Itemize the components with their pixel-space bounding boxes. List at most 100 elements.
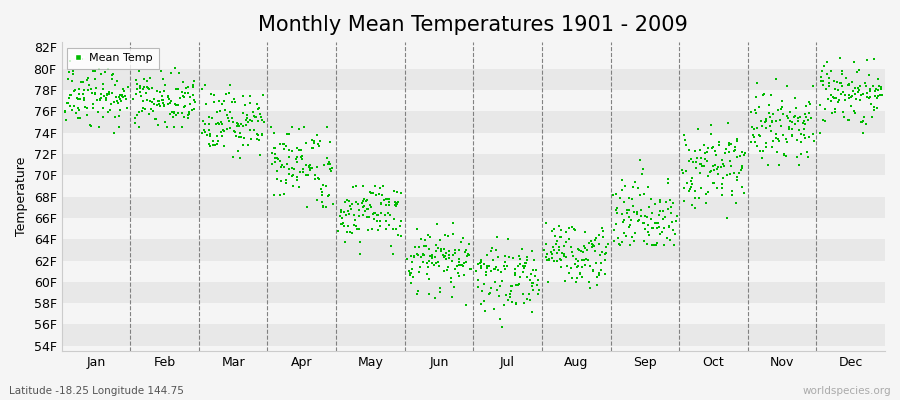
Point [279,143,293,150]
Point [573,271,588,277]
Point [822,83,836,89]
Point [842,117,856,123]
Point [292,169,307,175]
Point [432,288,446,295]
Point [346,222,361,229]
Point [552,244,566,250]
Point [525,248,539,254]
Point [512,256,526,262]
Point [274,178,288,184]
Point [762,102,777,108]
Point [579,256,593,262]
Point [554,257,569,264]
Point [106,99,121,105]
Point [862,95,877,101]
Point [319,182,333,189]
Point [471,284,485,290]
Point [815,68,830,74]
Point [265,161,279,167]
Point [77,97,92,104]
Point [222,82,237,88]
Point [592,252,607,258]
Point [859,121,873,127]
Point [442,248,456,254]
Point [723,142,737,148]
Point [653,207,668,214]
Point [564,248,579,255]
Point [240,119,255,125]
Point [755,154,770,161]
Point [718,150,733,157]
Point [267,144,282,151]
Point [642,204,656,210]
Point [663,204,678,210]
Point [632,217,646,223]
Point [67,88,81,94]
Point [792,162,806,168]
Point [577,243,591,250]
Point [338,239,353,245]
Point [356,195,371,202]
Point [381,196,395,202]
Point [454,238,469,245]
Point [195,130,210,136]
Point [724,192,739,198]
Point [99,97,113,104]
Point [727,147,742,153]
Point [817,106,832,112]
Point [171,69,185,76]
Point [335,215,349,221]
Point [147,96,161,102]
Legend: Mean Temp: Mean Temp [68,48,158,69]
Point [729,200,743,206]
Point [72,106,86,113]
Point [482,290,497,297]
Point [215,121,230,128]
Point [132,108,147,115]
Point [799,113,814,120]
Point [206,91,220,98]
Point [339,212,354,218]
Point [290,145,304,151]
Point [704,122,718,128]
Point [690,155,705,162]
Point [642,232,656,238]
Point [518,300,532,307]
Point [683,184,698,190]
Point [662,223,677,229]
Point [766,138,780,144]
Point [316,203,330,210]
Point [136,84,150,90]
Point [203,132,218,139]
Point [481,263,495,269]
Point [633,157,647,164]
Point [508,282,523,289]
Point [824,110,839,116]
Point [224,114,238,121]
Point [229,133,243,139]
Point [493,282,508,289]
Point [411,269,426,275]
Point [612,241,626,248]
Point [340,196,355,203]
Point [268,151,283,157]
Point [631,218,645,224]
Point [334,209,348,215]
Point [520,254,535,260]
Point [685,202,699,208]
Point [58,117,73,123]
Point [785,118,799,125]
Point [446,231,461,237]
Point [127,115,141,122]
Point [94,91,108,97]
Point [592,241,607,247]
Point [571,263,585,270]
Point [310,197,324,203]
Point [80,104,94,111]
Point [724,141,738,147]
Point [356,183,370,189]
Point [657,241,671,248]
Point [171,85,185,92]
Point [831,98,845,105]
Point [688,188,702,194]
